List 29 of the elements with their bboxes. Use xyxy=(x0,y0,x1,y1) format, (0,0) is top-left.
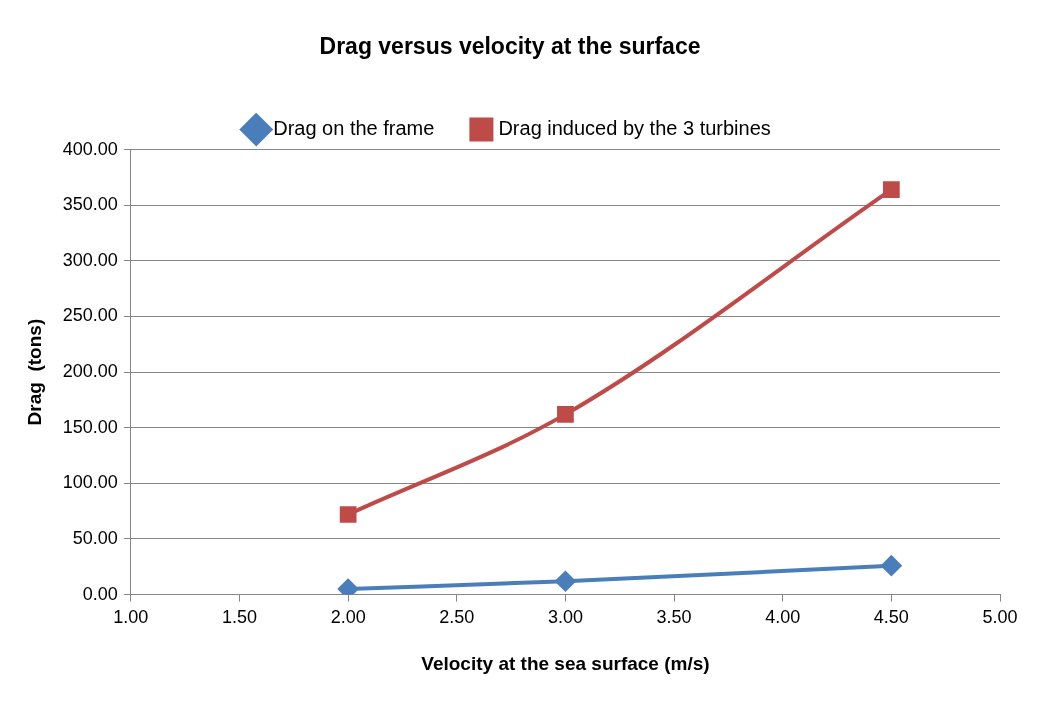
y-axis-title: Drag (tons) xyxy=(23,318,45,426)
x-tick-label: 1.00 xyxy=(113,607,149,628)
point xyxy=(557,406,574,423)
x-tick-label: 1.50 xyxy=(221,607,258,628)
y-tick-label: 150.00 xyxy=(62,416,118,437)
x-tick-label: 2.50 xyxy=(439,607,475,628)
y-tick-label: 100.00 xyxy=(62,472,118,493)
y-tick-label: 50.00 xyxy=(72,527,118,548)
y-tick-label: 250.00 xyxy=(62,305,118,326)
point xyxy=(555,571,576,592)
y-tick-label: 350.00 xyxy=(62,194,118,215)
legend-label: Drag induced by the 3 turbines xyxy=(498,117,771,140)
x-tick-label: 3.50 xyxy=(656,607,692,628)
x-tick-label: 3.00 xyxy=(547,607,583,628)
y-tick-label: 400.00 xyxy=(62,138,118,159)
x-tick-label: 4.50 xyxy=(873,607,909,628)
point xyxy=(881,555,902,576)
x-tick-label: 4.00 xyxy=(765,607,801,628)
y-tick-label: 0.00 xyxy=(82,583,118,604)
x-tick-label: 5.00 xyxy=(982,607,1018,628)
point xyxy=(338,579,359,595)
x-axis-title: Velocity at the sea surface (m/s) xyxy=(421,652,710,674)
y-tick-label: 200.00 xyxy=(62,361,118,382)
y-tick-label: 300.00 xyxy=(62,249,118,270)
x-tick-label: 2.00 xyxy=(330,607,366,628)
point xyxy=(339,506,357,523)
point xyxy=(882,181,900,199)
chart-title: Drag versus velocity at the surface xyxy=(319,33,701,60)
legend-label: Drag on the frame xyxy=(273,117,435,140)
